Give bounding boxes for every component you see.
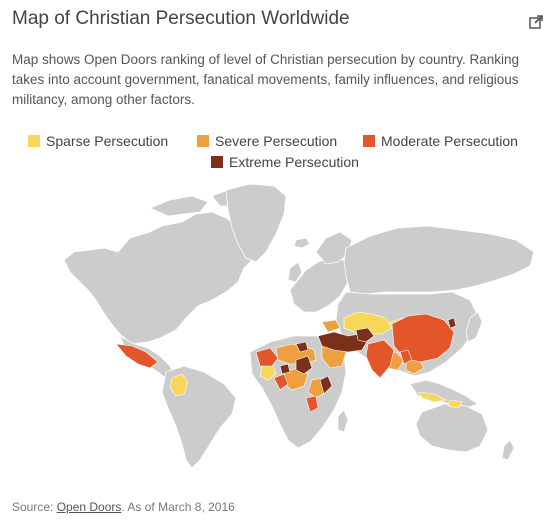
region-west-africa-mod [255,347,279,367]
legend-label: Sparse Persecution [46,133,169,149]
australia [415,403,489,453]
region-sudan [295,355,313,375]
uk [287,261,303,283]
region-central-asia [343,311,393,335]
description-line: militancy, among other factors. [12,92,195,107]
description-line: takes into account government, fanatical… [12,72,519,87]
new-zealand [501,439,515,461]
legend-swatch-moderate [363,135,375,147]
russia [343,225,535,295]
region-mexico [115,343,159,369]
source-suffix: . As of March 8, 2016 [121,500,235,514]
region-north-korea [447,317,457,329]
greenland [225,183,287,263]
region-afghanistan [355,327,375,343]
source-link[interactable]: Open Doors [56,500,122,514]
moderate-regions [115,313,455,413]
legend-swatch-severe [197,135,209,147]
japan [465,311,483,343]
region-somalia [319,375,333,395]
region-turkey [321,319,341,333]
source-prefix: Source: [12,500,57,514]
north-america [63,211,259,345]
region-india [365,339,395,379]
legend-swatch-sparse [28,135,40,147]
africa [249,335,347,449]
region-middle-east-extreme [317,331,369,353]
region-indonesia [417,391,447,403]
page-title: Map of Christian Persecution Worldwide [12,8,350,29]
legend-label: Extreme Persecution [229,154,359,170]
description-line: Map shows Open Doors ranking of level of… [12,52,520,67]
source-note: Source: Open Doors. As of March 8, 2016 [12,500,235,514]
legend-swatch-extreme [211,156,223,168]
region-east-africa-mod [305,395,319,413]
region-libya [295,341,309,353]
legend-label: Moderate Persecution [381,133,518,149]
iceland [293,237,311,249]
world-map [63,183,535,468]
legend-label: Severe Persecution [215,133,338,149]
land-masses [63,183,535,468]
region-myanmar [399,349,413,365]
extreme-regions [279,317,457,395]
external-link-icon[interactable] [529,15,543,29]
region-nigeria-extreme [279,363,291,375]
region-colombia [169,373,189,397]
map-description: Map shows Open Doors ranking of level of… [12,50,548,110]
region-nigeria [273,373,289,391]
arctic-islands [148,195,209,217]
madagascar [337,409,349,433]
region-indonesia-2 [447,399,463,409]
